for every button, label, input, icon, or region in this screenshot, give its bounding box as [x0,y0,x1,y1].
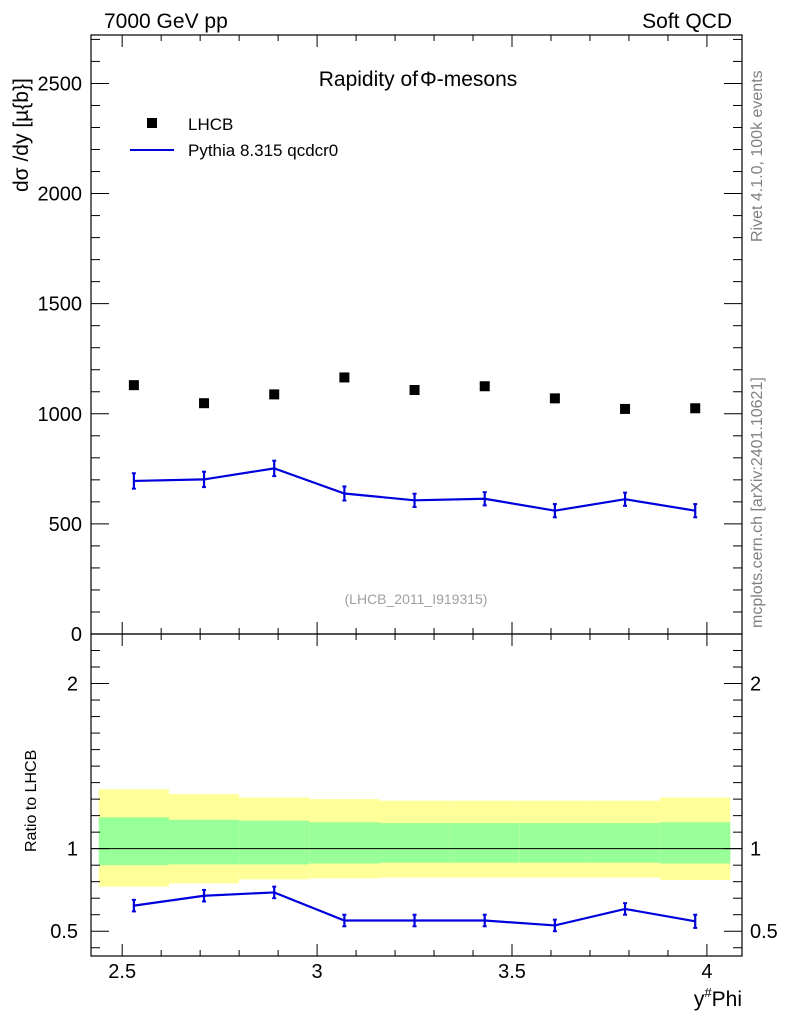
band-inner [449,823,520,863]
lhcb-point [339,372,350,383]
main-title-suffix: -mesons [437,68,518,91]
lhcb-point [620,403,631,414]
main-title-symbol: Φ [420,68,437,91]
lhcb-point [690,403,701,414]
ratio-frame [90,633,743,957]
main-y-tick-label: 500 [49,514,82,536]
main-y-tick-label: 0 [71,624,82,646]
mcplots-label: mcplots.cern.ch [arXiv:2401.10621] [749,377,766,628]
main-panel: 0 500 1000 1500 2000 2500 [38,34,743,646]
lhcb-point [479,381,490,392]
main-y-tick-label: 2500 [38,73,83,95]
lhcb-point [549,393,560,404]
main-y-tick-label: 1000 [38,404,83,426]
band-inner [379,823,450,863]
x-tick-label: 2.5 [108,961,136,983]
legend-label-pythia: Pythia 8.315 qcdcr0 [188,141,338,160]
ratio-y-tick-label-left: 0.5 [50,921,78,943]
x-tick-label: 3.5 [498,961,526,983]
ratio-ylabel: Ratio to LHCB [23,750,40,852]
band-inner [98,817,169,866]
ratio-y-tick-label-left: 1 [67,839,78,861]
band-inner [589,823,661,863]
legend-label-lhcb: LHCB [188,115,233,134]
ratio-y-tick-label-left: 2 [67,674,78,696]
main-y-tick-label: 1500 [38,294,83,316]
x-axis-label-main: y [694,988,705,1011]
ratio-y-tick-label-right: 0.5 [750,921,778,943]
x-axis-label-rest: Phi [712,988,742,1011]
band-inner [660,822,731,864]
main-title-prefix: Rapidity of [319,68,418,91]
lhcb-point [269,389,280,400]
ratio-panel: 2.5 3 3.5 4 0.5 0.5 1 1 2 2 [50,622,778,983]
ratio-y-tick-label-right: 1 [750,839,761,861]
ratio-y-tick-label-right: 2 [750,674,761,696]
main-y-tick-label: 2000 [38,184,83,206]
analysis-reference: (LHCB_2011_I919315) [345,591,488,607]
rivet-label: Rivet 4.1.0, 100k events [749,70,766,242]
legend-marker-lhcb [147,118,157,128]
x-axis-label-sup: # [704,985,712,1000]
lhcb-point [128,380,139,391]
main-ylabel: dσ /dy [µ{b}] [10,78,33,192]
x-tick-label: 4 [701,961,712,983]
band-inner [519,823,590,863]
x-axis-label: y#Phi [694,985,742,1011]
lhcb-point [409,384,420,395]
legend: LHCB Pythia 8.315 qcdcr0 [130,115,338,160]
x-tick-label: 3 [312,961,323,983]
header-right: Soft QCD [642,10,732,33]
band-inner [239,820,310,865]
band-inner [309,822,380,864]
lhcb-point [199,398,210,409]
header-left: 7000 GeV pp [104,10,228,33]
band-inner [168,819,240,865]
main-title: Rapidity ofΦ-mesons [319,68,518,91]
